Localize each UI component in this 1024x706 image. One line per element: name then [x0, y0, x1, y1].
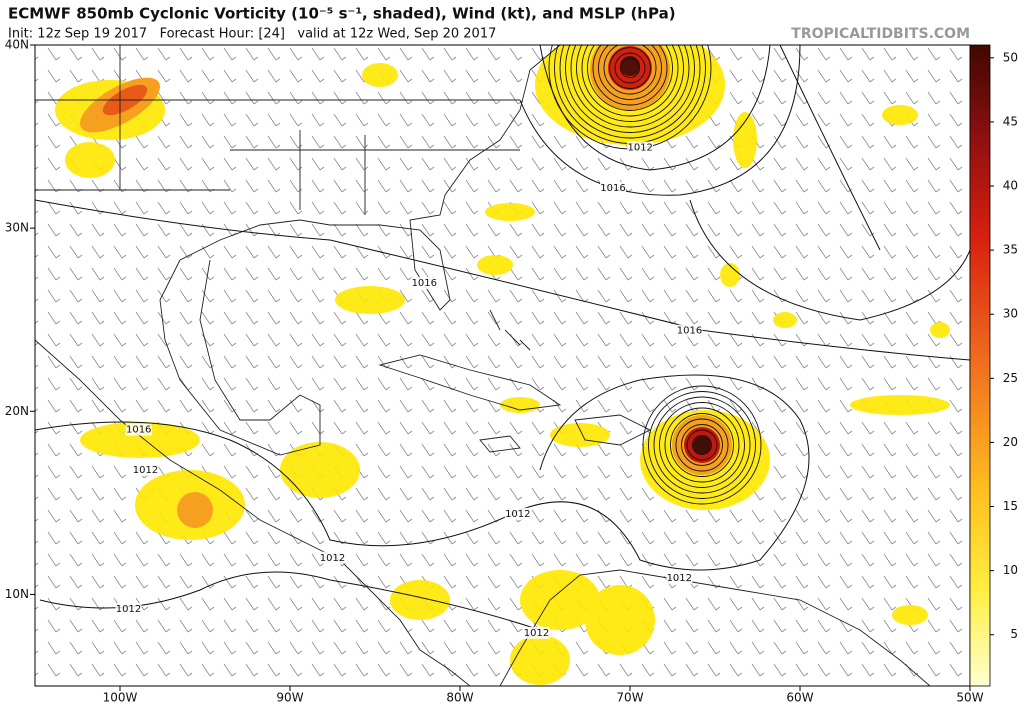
isobar-ring	[670, 413, 734, 477]
isobar-ring	[642, 385, 762, 505]
x-tick-label: 60W	[786, 691, 813, 705]
isobar-ring	[609, 47, 651, 89]
subtitle: Init: 12z Sep 19 2017 Forecast Hour: [24…	[8, 27, 496, 42]
x-tick-label: 50W	[956, 691, 983, 705]
isobar-ring	[648, 391, 756, 499]
colorbar-tick-label: 15	[1003, 499, 1018, 513]
contour-label-bg	[627, 141, 654, 154]
colorbar	[969, 44, 991, 687]
contour-label: 1012	[667, 573, 692, 584]
colorbar-tick-label: 25	[1003, 371, 1018, 385]
contour-label: 1012	[133, 465, 158, 476]
isobar-ring	[659, 402, 745, 488]
x-tick-label: 80W	[446, 691, 473, 705]
colorbar-tick-label: 45	[1003, 114, 1018, 128]
isobar-ring	[692, 435, 712, 455]
contour-label: 1012	[116, 604, 141, 615]
colorbar-tick-label: 5	[1010, 627, 1018, 641]
isobar-ring	[570, 45, 690, 128]
y-tick-label: 10N	[5, 587, 29, 601]
contour-label: 1012	[524, 628, 549, 639]
contour-label: 1016	[677, 326, 702, 337]
contour-label-bg	[132, 463, 159, 476]
contour-label: 1012	[320, 553, 345, 564]
contour-label-bg	[411, 277, 438, 290]
contour-label-bg	[319, 551, 346, 564]
isobar-ring	[664, 407, 740, 483]
isobar-ring	[592, 45, 668, 106]
contour-label-bg	[125, 423, 152, 436]
colorbar-tick-label: 20	[1003, 435, 1018, 449]
isobar-ring	[559, 45, 701, 139]
contour-label: 1016	[412, 278, 437, 289]
colorbar-tick-label: 40	[1003, 179, 1018, 193]
isobar-ring	[587, 45, 673, 111]
isobar-ring	[653, 396, 751, 494]
contour-labels: 1012 1016 1016 1016 1016 1012 1012 1012 1012 1012…	[115, 141, 703, 639]
x-tick-label: 70W	[616, 691, 643, 705]
isobar-ring	[675, 418, 729, 472]
contour-label-bg	[504, 507, 531, 520]
contour-label-bg	[666, 571, 693, 584]
contour-label-bg	[676, 324, 703, 337]
isobar-ring	[686, 429, 718, 461]
isobar-ring	[598, 45, 662, 100]
colorbar-tick-label: 30	[1003, 307, 1018, 321]
contour-label-bg	[523, 626, 550, 639]
isobar-ring	[614, 52, 646, 84]
isobars	[35, 45, 970, 631]
isobar-ring	[620, 58, 640, 78]
y-tick-label: 40N	[5, 38, 29, 52]
y-tick-label: 20N	[5, 404, 29, 418]
contour-label-bg	[600, 181, 626, 194]
colorbar-tick-label: 50	[1003, 50, 1018, 64]
contour-label: 1012	[627, 143, 652, 154]
contour-label-bg	[115, 603, 142, 616]
map-area: 1012 1016 1016 1016 1016 1012 1012 1012 1012 1012…	[35, 45, 970, 686]
credit: TROPICALTIDBITS.COM	[791, 26, 970, 42]
isobar-ring	[603, 45, 657, 95]
isobar-ring	[581, 45, 679, 117]
colorbar-tick-label: 35	[1003, 243, 1018, 257]
y-tick-label: 30N	[5, 221, 29, 235]
x-tick-label: 90W	[276, 691, 303, 705]
title: ECMWF 850mb Cyclonic Vorticity (10⁻⁵ s⁻¹…	[8, 5, 676, 23]
contour-label: 1016	[126, 425, 151, 436]
isobar-ring	[565, 45, 695, 133]
isobar-ring	[681, 424, 723, 466]
cyclone-isobars	[548, 45, 762, 505]
contour-label: 1012	[505, 509, 530, 520]
isobar-ring	[576, 45, 684, 122]
x-tick-label: 100W	[103, 691, 138, 705]
colorbar-tick-label: 10	[1003, 563, 1018, 577]
contour-label: 1016	[600, 183, 625, 194]
